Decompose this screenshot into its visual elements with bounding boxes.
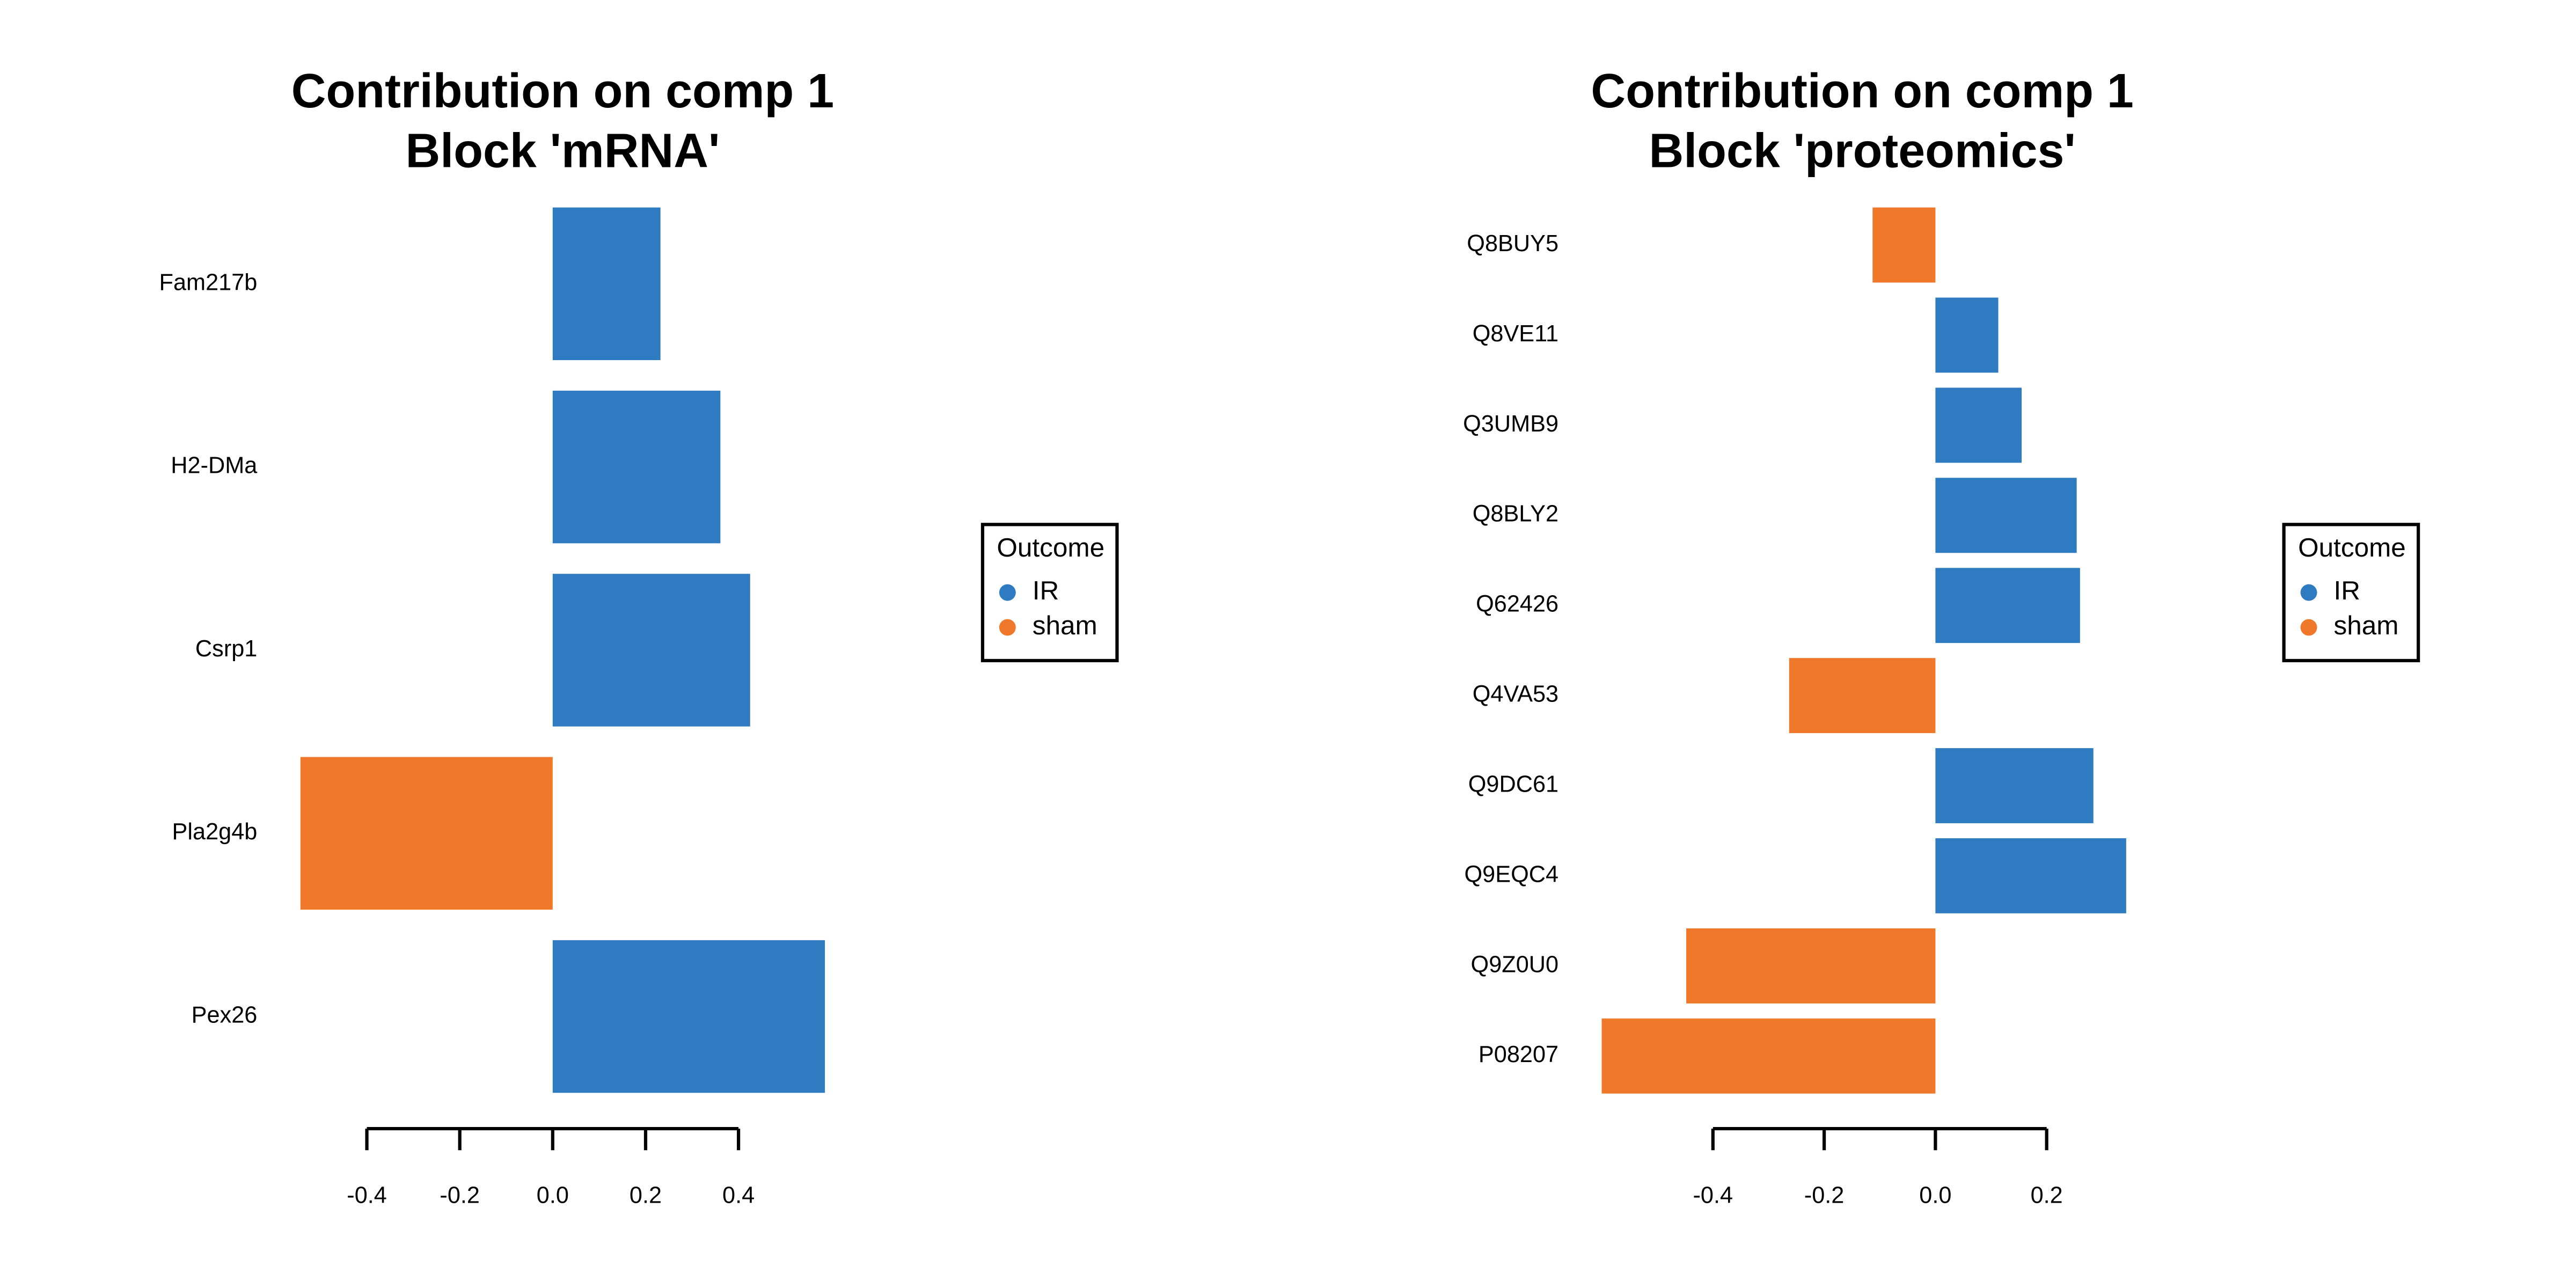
legend-box: [2282, 523, 2420, 663]
chart-title: Block 'proteomics': [1649, 124, 2075, 178]
y-tick-label: Fam217b: [159, 269, 258, 295]
legend-marker: [999, 584, 1016, 601]
legend: Outcome IR sham: [2282, 523, 2420, 663]
y-tick-label: Q62426: [1476, 591, 1558, 617]
chart-title: Contribution on comp 1: [291, 64, 834, 118]
bar: [552, 390, 721, 544]
chart-title: Contribution on comp 1: [1591, 64, 2133, 118]
y-tick-label: H2-DMa: [171, 453, 258, 479]
y-tick-label: Q3UMB9: [1463, 411, 1558, 437]
bar: [1935, 387, 2022, 463]
legend-marker: [999, 619, 1016, 636]
chart-panel: Contribution on comp 1 Block 'mRNA' Fam217…: [159, 64, 1119, 1208]
legend-marker: [2300, 619, 2317, 636]
x-tick-label: 0.4: [722, 1182, 755, 1208]
chart-panel: Contribution on comp 1 Block 'proteomics'…: [1463, 64, 2420, 1208]
y-tick-label: Pla2g4b: [172, 819, 258, 845]
bar: [1686, 928, 1936, 1004]
x-tick-label: -0.2: [440, 1182, 480, 1208]
legend-label: sham: [1033, 611, 1097, 640]
bar: [1789, 658, 1936, 734]
y-tick-label: Q8BUY5: [1467, 231, 1558, 257]
bar: [552, 940, 825, 1093]
legend-title: Outcome: [997, 533, 1104, 562]
y-tick-label: P08207: [1479, 1042, 1558, 1067]
bar: [1935, 838, 2126, 913]
chart-title: Block 'mRNA': [406, 124, 720, 178]
y-tick-label: Q8VE11: [1473, 321, 1558, 347]
y-tick-label: Q4VA53: [1473, 682, 1558, 707]
bar: [552, 574, 750, 727]
x-tick-label: 0.0: [1919, 1182, 1951, 1208]
x-tick-label: -0.4: [347, 1182, 387, 1208]
legend-title: Outcome: [2298, 533, 2406, 562]
legend-marker: [2300, 584, 2317, 601]
bar: [1935, 748, 2094, 823]
y-tick-label: Q9Z0U0: [1471, 952, 1559, 977]
bar: [552, 207, 661, 361]
bar: [1935, 297, 1999, 373]
bar: [1601, 1018, 1936, 1094]
y-tick-label: Q9DC61: [1468, 771, 1558, 797]
x-tick-label: -0.4: [1693, 1182, 1733, 1208]
x-tick-label: 0.2: [630, 1182, 662, 1208]
x-tick-label: 0.2: [2031, 1182, 2063, 1208]
bar: [1872, 207, 1936, 283]
bar: [300, 757, 553, 910]
y-tick-label: Q9EQC4: [1465, 861, 1559, 887]
x-tick-label: 0.0: [537, 1182, 569, 1208]
y-tick-label: Pex26: [192, 1002, 258, 1028]
y-tick-label: Q8BLY2: [1473, 501, 1558, 527]
legend-label: IR: [2333, 576, 2360, 605]
y-tick-label: Csrp1: [195, 636, 257, 662]
legend: Outcome IR sham: [980, 523, 1119, 663]
bar: [1935, 478, 2077, 553]
x-tick-label: -0.2: [1804, 1182, 1845, 1208]
legend-label: IR: [1033, 576, 1059, 605]
legend-label: sham: [2333, 611, 2398, 640]
bar: [1935, 568, 2080, 643]
